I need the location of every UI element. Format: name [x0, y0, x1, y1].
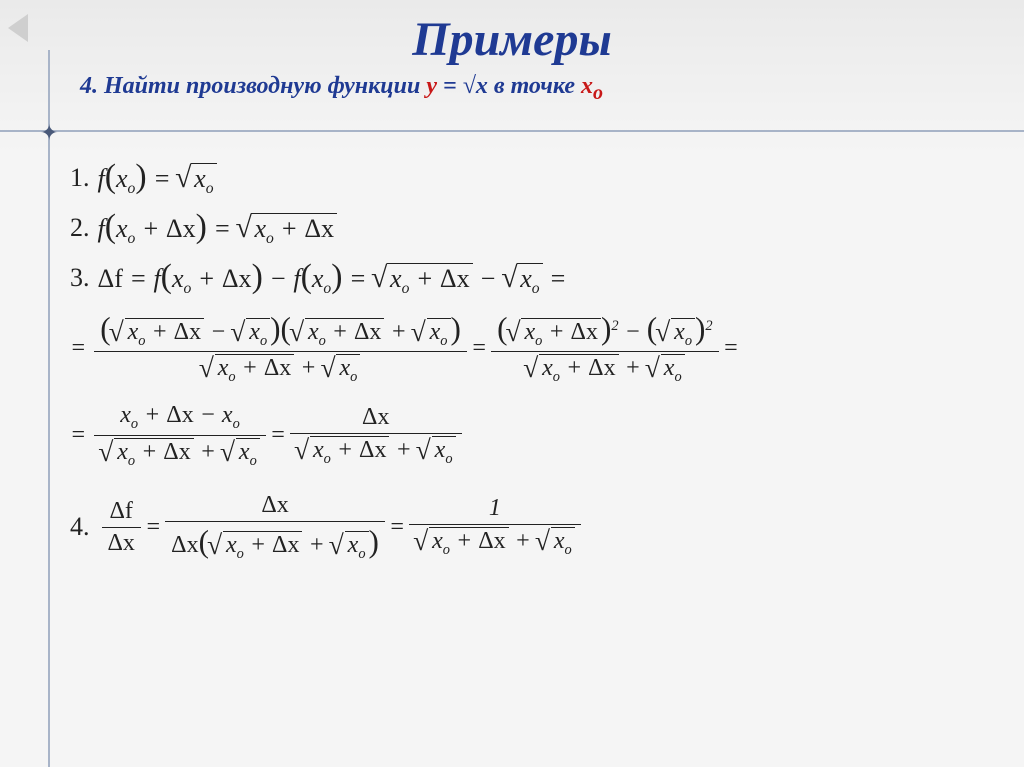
slide-subtitle: 4. Найти производную функции y = √x в то… — [40, 73, 984, 105]
subtitle-y: y — [426, 73, 437, 99]
math-content: 1. f(xо) = xо 2. f(xо + Δx) = xо + Δx 3.… — [70, 158, 994, 577]
step-3c: = xо + Δx − xо xо + Δx + xо = Δx xо + Δx… — [70, 400, 994, 472]
frac-step4b: 1 xо + Δx + xо — [409, 493, 581, 561]
frac-squares: (xо + Δx)2 − (xо)2 xо + Δx + xо — [491, 309, 719, 389]
step4-num: 4. — [70, 512, 90, 542]
step-1: 1. f(xо) = xо — [70, 158, 994, 198]
slide: Примеры 4. Найти производную функции y =… — [0, 0, 1024, 767]
step-3b: = (xо + Δx − xо)(xо + Δx + xо) xо + Δx +… — [70, 309, 994, 389]
step-2: 2. f(xо + Δx) = xо + Δx — [70, 208, 994, 248]
decor-vertical-line — [48, 50, 50, 767]
frac-step4a: Δx Δx(xо + Δx + xо) — [165, 490, 385, 565]
subtitle-x: x — [581, 73, 593, 99]
decor-horizontal-line — [0, 130, 1024, 132]
step1-num: 1. — [70, 163, 90, 193]
step1-eq: f(xо) = xо — [98, 158, 217, 198]
subtitle-o: о — [593, 82, 603, 104]
decor-star-icon: ✦ — [40, 120, 58, 146]
step3-eq: Δf = f(xо + Δx) − f(xо) = xо + Δx − xо = — [98, 258, 567, 298]
step-3a: 3. Δf = f(xо + Δx) − f(xо) = xо + Δx − x… — [70, 258, 994, 298]
subtitle-prefix: 4. Найти производную функции — [80, 73, 426, 99]
step3-num: 3. — [70, 263, 90, 293]
step2-num: 2. — [70, 213, 90, 243]
frac-simplify1: xо + Δx − xо xо + Δx + xо — [94, 400, 266, 472]
frac-dfdx: Δf Δx — [102, 496, 141, 559]
step2-eq: f(xо + Δx) = xо + Δx — [98, 208, 338, 248]
frac-conjugate: (xо + Δx − xо)(xо + Δx + xо) xо + Δx + x… — [94, 309, 467, 389]
step-4: 4. Δf Δx = Δx Δx(xо + Δx + xо) = 1 xо + … — [70, 490, 994, 565]
frac-simplify2: Δx xо + Δx + xо — [290, 402, 462, 470]
subtitle-eq: = — [437, 73, 463, 99]
slide-title: Примеры — [40, 12, 984, 67]
header: Примеры 4. Найти производную функции y =… — [0, 0, 1024, 105]
subtitle-mid: в точке — [488, 73, 581, 99]
subtitle-sqrt: √x — [463, 73, 488, 99]
